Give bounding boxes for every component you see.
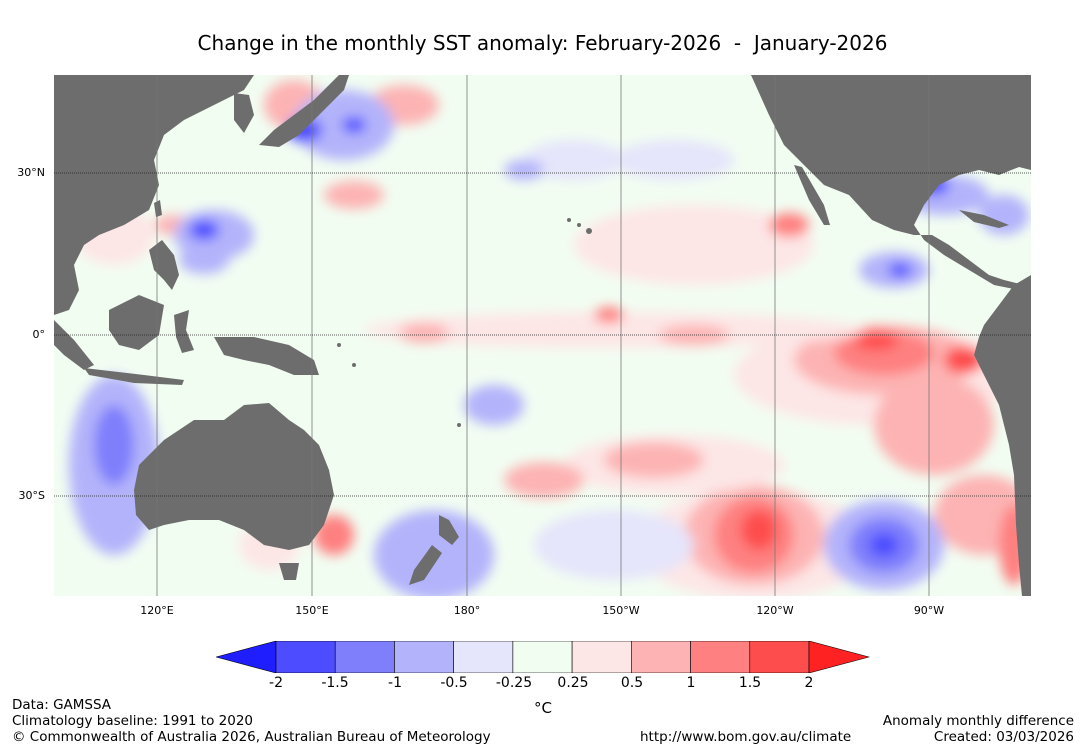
colorbar-tick: -1 — [388, 675, 402, 691]
lon-label-120w: 120°W — [756, 604, 794, 617]
lat-label-30n: 30°N — [17, 166, 45, 179]
anomaly-field — [69, 80, 1031, 596]
colorbar-segment — [394, 641, 454, 673]
latitude-gridlines — [54, 172, 1031, 497]
lat-label-30s: 30°S — [18, 489, 45, 502]
footer-right: Anomaly monthly difference Created: 03/0… — [883, 713, 1074, 745]
footer-left: Data: GAMSSA Climatology baseline: 1991 … — [12, 697, 491, 745]
map-title: Change in the monthly SST anomaly: Febru… — [197, 31, 888, 55]
colorbar-segment — [571, 641, 632, 673]
colorbar-tick: 0.5 — [620, 675, 644, 691]
colorbar-tick: 1.5 — [738, 675, 762, 691]
colorbar-segments — [275, 641, 810, 673]
footer-product: Anomaly monthly difference — [882, 713, 1074, 729]
colorbar-segment — [690, 641, 751, 673]
footer-baseline: Climatology baseline: 1991 to 2020 — [12, 713, 253, 729]
colorbar-arrow-low — [216, 641, 277, 673]
map-canvas — [54, 75, 1031, 596]
colorbar-tick: 2 — [804, 675, 814, 691]
map-gridlines — [156, 75, 930, 596]
colorbar-arrow-high — [808, 641, 870, 673]
footer-data-source: Data: GAMSSA — [12, 697, 112, 713]
sst-change-map — [54, 75, 1031, 596]
colorbar-segment — [453, 641, 514, 673]
colorbar-tick: -2 — [269, 675, 283, 691]
colorbar-segment — [275, 641, 336, 673]
lon-label-150e: 150°E — [295, 604, 329, 617]
land-masses — [54, 75, 1031, 596]
lon-label-150w: 150°W — [602, 604, 640, 617]
colorbar-segment — [334, 641, 395, 673]
colorbar — [216, 641, 870, 673]
colorbar-tick: -0.5 — [440, 675, 468, 691]
lon-label-90w: 90°W — [913, 604, 945, 617]
lat-label-0: 0° — [32, 328, 46, 341]
colorbar-segment — [512, 641, 573, 673]
footer-copyright: © Commonwealth of Australia 2026, Austra… — [12, 729, 491, 745]
lon-label-120e: 120°E — [140, 604, 174, 617]
colorbar-tick: -0.25 — [495, 675, 533, 691]
colorbar-segment — [631, 641, 691, 673]
colorbar-tick: 0.25 — [557, 675, 589, 691]
footer-url[interactable]: http://www.bom.gov.au/climate — [640, 729, 852, 745]
lon-label-180: 180° — [453, 604, 481, 617]
colorbar-unit: °C — [534, 699, 552, 717]
colorbar-tick: -1.5 — [321, 675, 349, 691]
footer-created: Created: 03/03/2026 — [933, 729, 1074, 745]
colorbar-tick: 1 — [686, 675, 696, 691]
colorbar-segment — [749, 641, 810, 673]
